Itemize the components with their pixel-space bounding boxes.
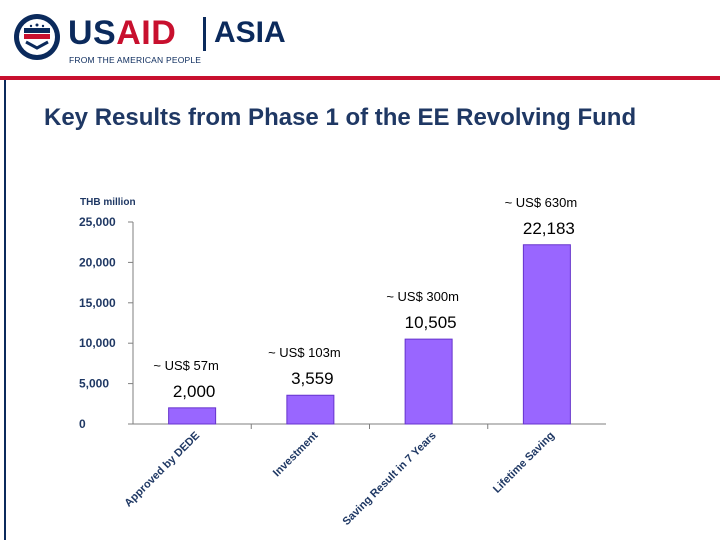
usaid-seal-icon <box>14 14 60 60</box>
bar-series: 2,000 ~ US$ 57m Approved by DEDE 3,559 ~ US$… <box>122 195 577 528</box>
bar-usd-annotation: ~ US$ 630m <box>505 195 578 210</box>
bar <box>404 338 453 425</box>
x-category-label: Approved by DEDE <box>122 430 202 510</box>
page-title: Key Results from Phase 1 of the EE Revol… <box>44 104 637 131</box>
brand-region: ASIA <box>214 16 286 49</box>
y-tick-label: 20,000 <box>79 255 116 269</box>
x-category-label: Investment <box>271 429 321 479</box>
bar <box>286 394 335 425</box>
bar-value-label: 10,505 <box>405 313 457 332</box>
header-bar: USAID ASIA FROM THE AMERICAN PEOPLE <box>0 0 720 78</box>
bar-value-label: 3,559 <box>291 369 334 388</box>
bar-usd-annotation: ~ US$ 300m <box>386 289 459 304</box>
y-tick-label: 5,000 <box>79 377 109 391</box>
y-tick-label: 25,000 <box>79 215 116 229</box>
bar <box>168 407 217 425</box>
x-category-label: Lifetime Saving <box>491 430 557 496</box>
bar <box>522 244 571 425</box>
brand-usaid: USAID <box>68 14 177 52</box>
y-tick-label: 15,000 <box>79 296 116 310</box>
x-category-label: Saving Result in 7 Years <box>340 430 438 528</box>
y-axis-unit-label: THB million <box>80 197 136 208</box>
brand-tagline: FROM THE AMERICAN PEOPLE <box>69 55 202 65</box>
brand-separator <box>203 17 206 51</box>
bar-value-label: 2,000 <box>173 382 216 401</box>
left-divider <box>4 80 6 540</box>
header-divider <box>0 76 720 80</box>
y-axis-ticks: 0 5,000 10,000 15,000 20,000 25,000 <box>79 215 133 431</box>
y-tick-label: 0 <box>79 417 86 431</box>
bar-usd-annotation: ~ US$ 103m <box>268 345 341 360</box>
bar-value-label: 22,183 <box>523 219 575 238</box>
bar-usd-annotation: ~ US$ 57m <box>153 358 218 373</box>
y-tick-label: 10,000 <box>79 336 116 350</box>
